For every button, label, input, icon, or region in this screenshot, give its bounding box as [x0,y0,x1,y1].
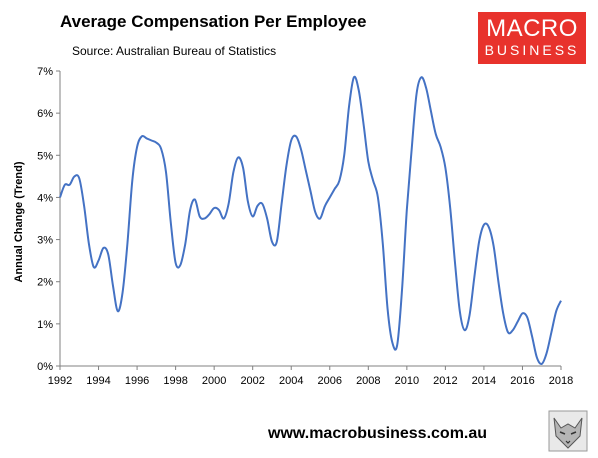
y-tick-label: 4% [37,192,53,204]
logo-line-1: MACRO [486,15,578,42]
y-tick-label: 7% [37,66,53,78]
x-tick-label: 2016 [510,375,534,387]
x-tick-label: 2002 [240,375,264,387]
y-tick-label: 0% [37,361,53,373]
x-tick-label: 2000 [202,375,226,387]
y-tick-label: 6% [37,108,53,120]
x-tick-label: 1992 [48,375,72,387]
y-tick-labels: 0% 1% 2% 3% 4% 5% 6% 7% [37,66,53,373]
y-tick-label: 1% [37,319,53,331]
chart-axes [56,70,562,370]
x-tick-label: 1998 [163,375,187,387]
fox-logo-icon [548,410,588,452]
chart-source: Source: Australian Bureau of Statistics [72,44,277,58]
x-tick-label: 1996 [125,375,149,387]
x-tick-label: 1994 [86,375,110,387]
logo-line-2: BUSINESS [484,42,580,58]
x-tick-label: 2008 [356,375,380,387]
x-tick-label: 2014 [472,375,496,387]
x-tick-label: 2006 [318,375,342,387]
footer-url: www.macrobusiness.com.au [268,425,488,442]
x-tick-label: 2018 [549,375,573,387]
y-tick-label: 2% [37,277,53,289]
x-tick-labels: 1992 1994 1996 1998 2000 2002 2004 2006 2008 2010… [48,375,573,387]
y-tick-label: 5% [37,150,53,162]
macrobusiness-logo: MACRO BUSINESS [478,12,586,64]
series-line [59,75,562,365]
x-tick-label: 2004 [279,375,303,387]
y-tick-label: 3% [37,235,53,247]
x-tick-label: 2012 [433,375,457,387]
x-tick-label: 2010 [395,375,419,387]
y-axis-label: Annual Change (Trend) [13,161,25,282]
chart-title: Average Compensation Per Employee [60,12,367,31]
